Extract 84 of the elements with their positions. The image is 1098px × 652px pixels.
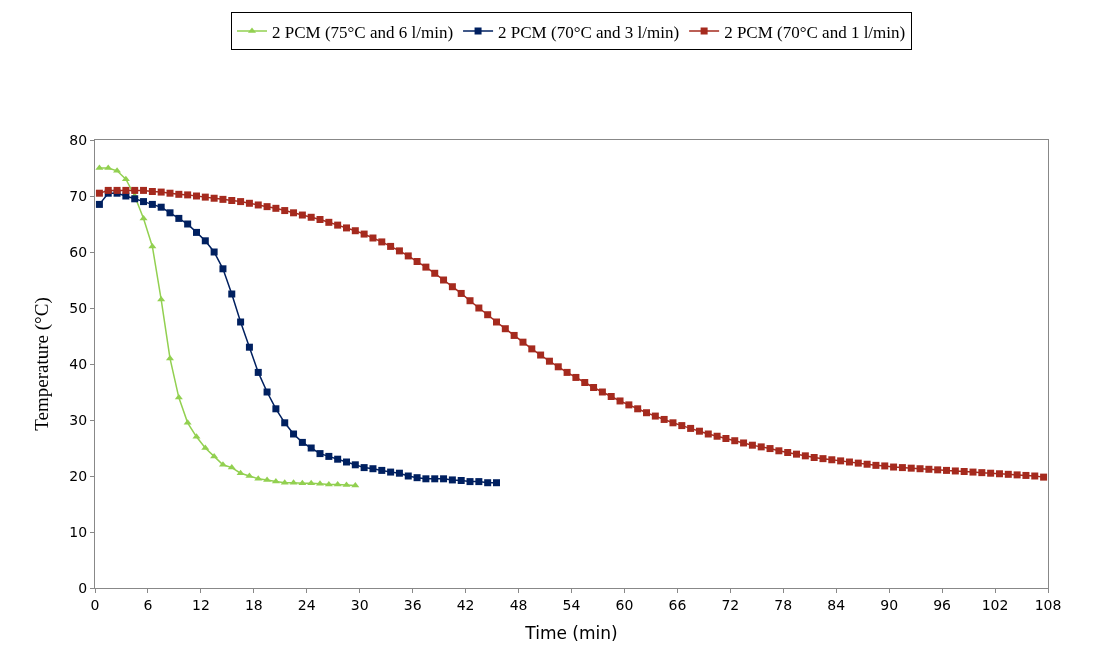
point: [298, 438, 306, 446]
point: [140, 198, 148, 206]
point: [175, 214, 183, 222]
point: [387, 468, 395, 476]
point: [165, 354, 175, 361]
x-tick-label: 12: [191, 596, 210, 613]
x-tick-label: 18: [244, 596, 263, 613]
point: [210, 452, 219, 459]
point: [395, 469, 403, 477]
point: [431, 475, 439, 483]
x-tick-label: 72: [721, 596, 740, 613]
point: [184, 220, 192, 228]
point: [351, 461, 359, 469]
x-tick-label: 30: [350, 596, 369, 613]
point: [307, 444, 315, 452]
point: [298, 479, 307, 486]
x-tick-label: 24: [297, 596, 316, 613]
x-tick-label: 78: [774, 596, 793, 613]
point: [192, 228, 200, 236]
point: [95, 200, 103, 208]
x-tick-label: 84: [827, 596, 846, 613]
point: [228, 290, 236, 298]
y-tick-label: 80: [69, 131, 88, 148]
point: [475, 478, 483, 486]
point: [307, 479, 316, 486]
point: [342, 458, 350, 466]
point: [272, 405, 280, 413]
x-tick-label: 90: [880, 596, 899, 613]
legend-label: 2 PCM (75°C and 6 l/min): [272, 22, 454, 42]
x-tick-label: 108: [1034, 596, 1062, 613]
point: [448, 476, 456, 484]
x-tick-label: 60: [615, 596, 634, 613]
point: [263, 388, 271, 396]
x-tick-label: 96: [933, 596, 952, 613]
y-tick-label: 20: [69, 467, 88, 484]
point: [166, 209, 174, 217]
point: [493, 479, 500, 487]
y-tick-label: 60: [69, 243, 88, 260]
point: [369, 465, 377, 473]
point: [484, 479, 492, 487]
point: [219, 265, 227, 273]
point: [316, 450, 324, 458]
point: [237, 318, 245, 326]
legend-label: 2 PCM (70°C and 3 l/min): [498, 22, 680, 42]
point: [334, 455, 342, 463]
x-tick-label: 54: [562, 596, 581, 613]
point: [254, 368, 262, 376]
point: [333, 480, 342, 487]
x-tick-label: 6: [143, 596, 153, 613]
point: [201, 237, 209, 245]
point: [440, 475, 448, 483]
point: [466, 478, 474, 486]
point: [324, 480, 333, 487]
point: [290, 430, 298, 438]
y-tick-label: 70: [69, 187, 88, 204]
y-tick-label: 50: [69, 299, 88, 316]
y-tick-label: 40: [69, 355, 88, 372]
point: [245, 343, 253, 351]
point: [148, 242, 157, 249]
x-tick-label: 48: [509, 596, 528, 613]
x-tick-label: 36: [403, 596, 422, 613]
x-tick-label: 0: [90, 596, 100, 613]
x-tick-label: 42: [456, 596, 475, 613]
point: [422, 475, 430, 483]
point: [148, 200, 156, 208]
point: [281, 419, 289, 427]
point: [210, 248, 218, 256]
point: [413, 474, 421, 482]
point: [325, 452, 333, 460]
point: [378, 466, 386, 474]
y-tick-label: 10: [69, 523, 88, 540]
point: [131, 195, 139, 203]
y-axis-title: Temperature (°C): [31, 297, 54, 431]
point: [457, 476, 465, 484]
x-tick-label: 66: [668, 596, 687, 613]
x-tick-label: 102: [981, 596, 1009, 613]
legend-label: 2 PCM (70°C and 1 l/min): [724, 22, 906, 42]
x-axis-title: Time (min): [524, 623, 618, 644]
y-tick-label: 30: [69, 411, 88, 428]
point: [404, 472, 412, 480]
point: [157, 203, 165, 211]
point: [360, 464, 368, 472]
y-tick-label: 0: [78, 579, 88, 596]
point: [139, 214, 148, 221]
